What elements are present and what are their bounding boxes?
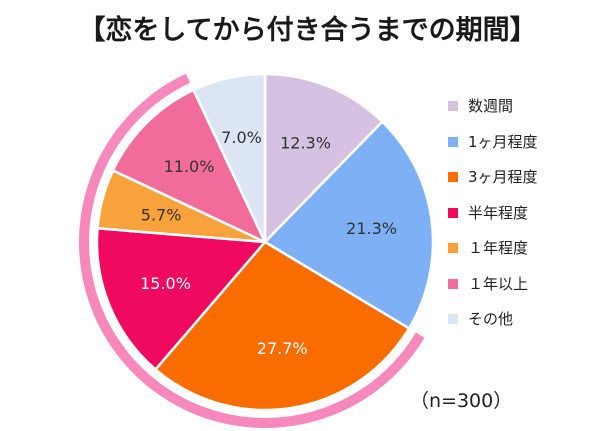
data-label-2: 21.3% <box>346 219 397 238</box>
data-label-4: 15.0% <box>140 274 191 293</box>
legend-label: １年程度 <box>468 239 529 257</box>
pie-slice-1 <box>263 72 384 244</box>
sample-size-note: （n=300） <box>410 390 513 412</box>
legend-swatch <box>448 172 458 182</box>
legend-label: 1ヶ月程度 <box>468 132 538 151</box>
legend-swatch <box>448 278 458 289</box>
legend-label: 3ヶ月程度 <box>468 168 538 186</box>
legend-swatch <box>448 243 458 253</box>
pie-slice-6 <box>111 88 267 244</box>
legend-label: １年以上 <box>468 274 529 293</box>
data-label-6: 11.0% <box>164 157 215 176</box>
data-label-5: 5.7% <box>141 205 182 224</box>
pie-slice-2 <box>263 120 435 330</box>
pie-slice-3 <box>154 240 411 412</box>
chart-title: 【恋をしてから付き合うまでの期間】 <box>78 15 537 46</box>
data-label-7: 7.0% <box>221 128 262 147</box>
data-label-3: 27.7% <box>257 339 308 358</box>
pie-slice-4 <box>95 227 267 371</box>
legend-swatch <box>448 136 458 147</box>
data-label-1: 12.3% <box>280 133 331 152</box>
legend-swatch <box>448 207 458 218</box>
pie-slice-7 <box>192 72 267 244</box>
legend-label: その他 <box>468 310 514 328</box>
legend-swatch <box>448 314 458 324</box>
legend-swatch <box>448 101 458 111</box>
legend-label: 数週間 <box>468 97 514 115</box>
legend-label: 半年程度 <box>468 203 529 222</box>
